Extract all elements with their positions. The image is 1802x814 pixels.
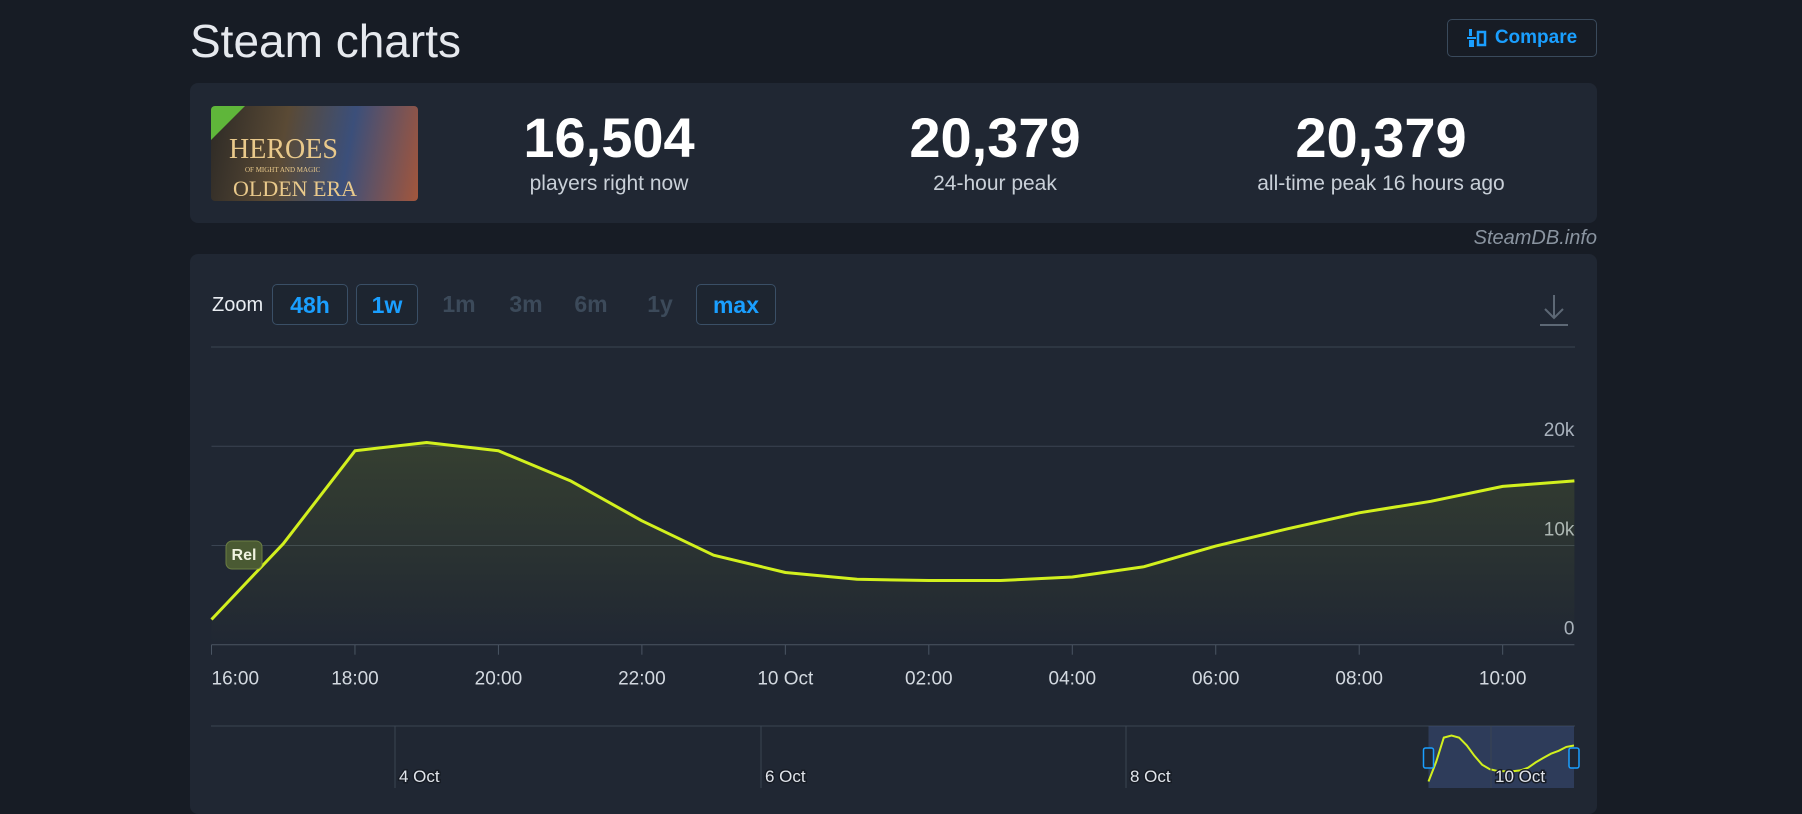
stats-panel xyxy=(190,83,1597,223)
zoom-button[interactable]: 6m xyxy=(574,291,608,317)
zoom-button[interactable]: 1y xyxy=(647,291,673,317)
download-icon[interactable] xyxy=(1540,295,1568,326)
zoom-button[interactable]: max xyxy=(696,284,776,325)
stat-value: 16,504 xyxy=(523,106,695,169)
logo-subtitle: OF MIGHT AND MAGIC xyxy=(245,166,321,174)
stat: 20,379 all-time peak 16 hours ago xyxy=(1171,108,1591,196)
navigator-handle xyxy=(1568,747,1580,769)
stat-value: 20,379 xyxy=(909,106,1081,169)
zoom-button[interactable]: 48h xyxy=(272,284,348,325)
source-credit[interactable]: SteamDB.info xyxy=(1473,227,1597,249)
x-tick-label: 20:00 xyxy=(475,669,523,690)
logo-title: HEROES xyxy=(229,134,338,165)
line xyxy=(210,441,1575,621)
compare-label: Compare xyxy=(1494,27,1578,48)
stat-label: all-time peak 16 hours ago xyxy=(1257,172,1505,195)
stat: 20,379 24-hour peak xyxy=(785,108,1205,196)
x-tick-label: 10 Oct xyxy=(757,669,814,690)
navigator-label: 8 Oct xyxy=(1130,767,1171,786)
zoom-button[interactable]: 1w xyxy=(356,284,418,325)
stat: 16,504 players right now xyxy=(399,108,819,196)
x-tick-label: 04:00 xyxy=(1049,669,1097,690)
annotation-badge xyxy=(225,540,263,570)
navigator-label: 4 Oct xyxy=(399,767,440,786)
compare-button[interactable]: Compare xyxy=(1447,19,1597,57)
game-image[interactable]: HEROES OF MIGHT AND MAGIC OLDEN ERA xyxy=(211,106,418,201)
navigator-label: 10 Oct xyxy=(1495,767,1545,786)
navigator-handle xyxy=(1422,747,1435,769)
x-tick-label: 06:00 xyxy=(1192,669,1240,690)
x-tick-label: 10:00 xyxy=(1479,669,1527,690)
stat-label: 24-hour peak xyxy=(933,172,1057,195)
annotation-label: Rel xyxy=(232,547,257,564)
logo-era: OLDEN ERA xyxy=(233,176,358,201)
page-title: Steam charts xyxy=(190,15,461,67)
area xyxy=(211,442,1575,645)
x-tick-label: 22:00 xyxy=(618,669,666,690)
x-tick-label: 16:00 xyxy=(212,669,260,690)
zoom-button[interactable]: 1m xyxy=(442,291,476,317)
x-tick-label: 02:00 xyxy=(905,669,953,690)
navigator-label: 6 Oct xyxy=(765,767,806,786)
stat-value: 20,379 xyxy=(1295,106,1467,169)
x-tick-label: 18:00 xyxy=(331,669,379,690)
x-tick-label: 08:00 xyxy=(1335,669,1383,690)
zoom-label: Zoom xyxy=(212,294,264,316)
zoom-button[interactable]: 3m xyxy=(509,291,543,317)
y-tick-label: 20k xyxy=(1544,420,1575,441)
stat-label: players right now xyxy=(529,172,689,195)
navigator-line xyxy=(1427,734,1575,782)
compare-icon xyxy=(1466,29,1487,47)
